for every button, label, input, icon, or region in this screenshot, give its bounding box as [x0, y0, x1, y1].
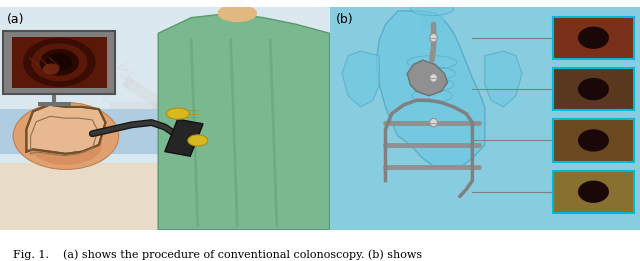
Bar — [553, 119, 634, 162]
Bar — [0, 7, 330, 118]
Bar — [553, 68, 634, 110]
Text: ⚕: ⚕ — [114, 57, 136, 99]
Circle shape — [577, 26, 611, 50]
Bar — [553, 170, 634, 213]
Circle shape — [578, 78, 609, 100]
Circle shape — [573, 177, 614, 206]
Text: (b): (b) — [336, 13, 353, 26]
Bar — [0, 118, 330, 230]
Text: ⚕: ⚕ — [94, 70, 116, 112]
Polygon shape — [158, 13, 330, 230]
Ellipse shape — [29, 125, 102, 165]
Circle shape — [577, 77, 611, 101]
Circle shape — [570, 175, 617, 209]
Bar — [0, 154, 191, 163]
Circle shape — [578, 27, 609, 49]
Ellipse shape — [429, 118, 438, 127]
Circle shape — [577, 128, 611, 153]
Circle shape — [578, 181, 609, 203]
Circle shape — [31, 43, 87, 81]
Text: (a): (a) — [6, 13, 24, 26]
Ellipse shape — [429, 33, 438, 42]
Ellipse shape — [218, 4, 257, 22]
Circle shape — [43, 63, 60, 75]
Circle shape — [23, 38, 95, 87]
FancyBboxPatch shape — [3, 31, 115, 93]
Polygon shape — [26, 105, 106, 154]
Polygon shape — [407, 60, 447, 96]
Bar — [0, 109, 191, 158]
Ellipse shape — [166, 108, 189, 119]
Circle shape — [46, 54, 72, 71]
Circle shape — [570, 124, 617, 157]
Circle shape — [577, 180, 611, 204]
Polygon shape — [376, 11, 485, 167]
Text: Fig. 1.    (a) shows the procedure of conventional colonoscopy. (b) shows: Fig. 1. (a) shows the procedure of conve… — [13, 249, 422, 260]
Bar — [12, 37, 107, 88]
Ellipse shape — [188, 135, 207, 146]
Circle shape — [40, 49, 79, 76]
Polygon shape — [485, 51, 522, 107]
Bar — [553, 16, 634, 59]
Polygon shape — [342, 51, 380, 107]
Ellipse shape — [13, 103, 118, 169]
Circle shape — [578, 129, 609, 152]
Circle shape — [570, 72, 617, 106]
Circle shape — [573, 23, 614, 52]
Bar — [165, 119, 203, 156]
Circle shape — [570, 21, 617, 55]
Circle shape — [573, 75, 614, 104]
Ellipse shape — [429, 74, 438, 82]
Bar — [420, 15, 444, 29]
Bar — [38, 102, 71, 106]
Ellipse shape — [410, 2, 454, 15]
Circle shape — [573, 126, 614, 155]
